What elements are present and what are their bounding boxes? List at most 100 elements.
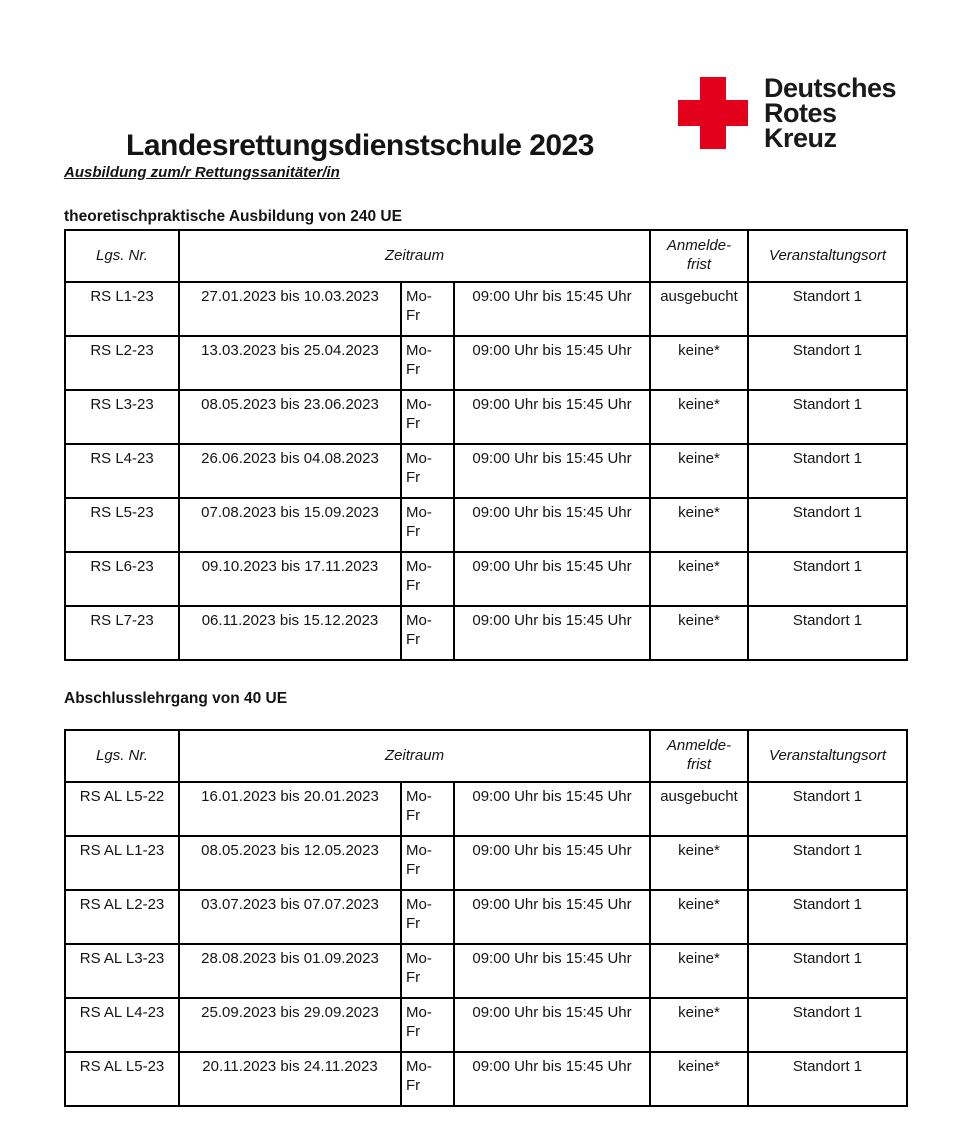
cell-zeitraum-datum: 27.01.2023 bis 10.03.2023 [178,281,402,337]
cell-uhrzeit: 09:00 Uhr bis 15:45 Uhr [452,551,652,607]
table-row: RS AL L3-23 28.08.2023 bis 01.09.2023 Mo… [64,943,909,999]
col-header-lgs-nr: Lgs. Nr. [64,729,180,783]
cell-veranstaltungsort: Standort 1 [747,281,909,337]
cell-zeitraum-datum: 26.06.2023 bis 04.08.2023 [178,443,402,499]
table-row: RS L5-23 07.08.2023 bis 15.09.2023 Mo- F… [64,497,909,553]
table-row: RS AL L4-23 25.09.2023 bis 29.09.2023 Mo… [64,997,909,1053]
cell-veranstaltungsort: Standort 1 [747,389,909,445]
cell-wochentage: Mo- Fr [400,281,455,337]
table-header-row: Lgs. Nr. Zeitraum Anmelde- frist Veranst… [64,229,909,283]
course-table-ausbildung: Lgs. Nr. Zeitraum Anmelde- frist Veranst… [64,229,909,661]
page-title: Landesrettungsdienstschule 2023 [126,129,595,162]
cell-wochentage: Mo- Fr [400,335,455,391]
table-row: RS AL L5-23 20.11.2023 bis 24.11.2023 Mo… [64,1051,909,1107]
col-header-veranstaltungsort: Veranstaltungsort [747,229,909,283]
section-heading-abschlusslehrgang: Abschlusslehrgang von 40 UE [64,690,288,707]
cell-veranstaltungsort: Standort 1 [747,551,909,607]
table-row: RS L7-23 06.11.2023 bis 15.12.2023 Mo- F… [64,605,909,661]
cell-lgs-nr: RS AL L5-23 [64,1051,180,1107]
cell-zeitraum-datum: 08.05.2023 bis 12.05.2023 [178,835,402,891]
table-row: RS AL L2-23 03.07.2023 bis 07.07.2023 Mo… [64,889,909,945]
cell-veranstaltungsort: Standort 1 [747,605,909,661]
cell-anmeldefrist: keine* [649,551,750,607]
logo-wordmark: Deutsches Rotes Kreuz [764,73,897,153]
cell-wochentage: Mo- Fr [400,605,455,661]
cell-uhrzeit: 09:00 Uhr bis 15:45 Uhr [452,997,652,1053]
cell-lgs-nr: RS L7-23 [64,605,180,661]
cell-anmeldefrist: ausgebucht [649,781,750,837]
col-header-zeitraum: Zeitraum [177,229,652,283]
table-header-row: Lgs. Nr. Zeitraum Anmelde- frist Veranst… [64,729,909,783]
col-header-anmeldefrist: Anmelde- frist [649,729,750,783]
cell-anmeldefrist: keine* [649,497,750,553]
cell-zeitraum-datum: 16.01.2023 bis 20.01.2023 [178,781,402,837]
cell-lgs-nr: RS AL L5-22 [64,781,180,837]
cell-anmeldefrist: keine* [649,605,750,661]
cell-lgs-nr: RS L5-23 [64,497,180,553]
cell-zeitraum-datum: 25.09.2023 bis 29.09.2023 [178,997,402,1053]
col-header-veranstaltungsort: Veranstaltungsort [747,729,909,783]
table-row: RS AL L1-23 08.05.2023 bis 12.05.2023 Mo… [64,835,909,891]
cell-anmeldefrist: keine* [649,943,750,999]
cell-lgs-nr: RS L2-23 [64,335,180,391]
red-cross-horizontal-bar [678,100,748,126]
cell-veranstaltungsort: Standort 1 [747,497,909,553]
cell-uhrzeit: 09:00 Uhr bis 15:45 Uhr [452,781,652,837]
cell-zeitraum-datum: 06.11.2023 bis 15.12.2023 [178,605,402,661]
cell-anmeldefrist: keine* [649,889,750,945]
cell-veranstaltungsort: Standort 1 [747,335,909,391]
section-heading-theoretischpraktische-ausbildung: theoretischpraktische Ausbildung von 240… [64,208,402,225]
cell-anmeldefrist: keine* [649,835,750,891]
logo-line-2: Rotes [764,98,837,128]
cell-zeitraum-datum: 08.05.2023 bis 23.06.2023 [178,389,402,445]
cell-veranstaltungsort: Standort 1 [747,1051,909,1107]
logo-line-1: Deutsches [764,73,897,103]
cell-zeitraum-datum: 07.08.2023 bis 15.09.2023 [178,497,402,553]
cell-wochentage: Mo- Fr [400,889,455,945]
col-header-lgs-nr: Lgs. Nr. [64,229,180,283]
cell-anmeldefrist: keine* [649,389,750,445]
cell-veranstaltungsort: Standort 1 [747,835,909,891]
red-cross-icon [678,77,748,149]
cell-uhrzeit: 09:00 Uhr bis 15:45 Uhr [452,497,652,553]
cell-lgs-nr: RS L4-23 [64,443,180,499]
table-row: RS AL L5-22 16.01.2023 bis 20.01.2023 Mo… [64,781,909,837]
cell-zeitraum-datum: 03.07.2023 bis 07.07.2023 [178,889,402,945]
cell-wochentage: Mo- Fr [400,551,455,607]
cell-uhrzeit: 09:00 Uhr bis 15:45 Uhr [452,605,652,661]
cell-veranstaltungsort: Standort 1 [747,943,909,999]
cell-wochentage: Mo- Fr [400,781,455,837]
col-header-anmeldefrist: Anmelde- frist [649,229,750,283]
cell-lgs-nr: RS AL L4-23 [64,997,180,1053]
cell-zeitraum-datum: 13.03.2023 bis 25.04.2023 [178,335,402,391]
logo-line-3: Kreuz [764,123,837,153]
cell-anmeldefrist: keine* [649,1051,750,1107]
cell-zeitraum-datum: 09.10.2023 bis 17.11.2023 [178,551,402,607]
cell-lgs-nr: RS AL L2-23 [64,889,180,945]
cell-veranstaltungsort: Standort 1 [747,443,909,499]
cell-uhrzeit: 09:00 Uhr bis 15:45 Uhr [452,943,652,999]
cell-anmeldefrist: keine* [649,443,750,499]
cell-veranstaltungsort: Standort 1 [747,889,909,945]
cell-lgs-nr: RS L1-23 [64,281,180,337]
cell-anmeldefrist: ausgebucht [649,281,750,337]
cell-wochentage: Mo- Fr [400,389,455,445]
cell-lgs-nr: RS AL L1-23 [64,835,180,891]
cell-uhrzeit: 09:00 Uhr bis 15:45 Uhr [452,889,652,945]
table-row: RS L4-23 26.06.2023 bis 04.08.2023 Mo- F… [64,443,909,499]
cell-lgs-nr: RS L6-23 [64,551,180,607]
course-table-abschlusslehrgang: Lgs. Nr. Zeitraum Anmelde- frist Veranst… [64,729,909,1107]
cell-uhrzeit: 09:00 Uhr bis 15:45 Uhr [452,389,652,445]
cell-uhrzeit: 09:00 Uhr bis 15:45 Uhr [452,443,652,499]
table-row: RS L6-23 09.10.2023 bis 17.11.2023 Mo- F… [64,551,909,607]
cell-zeitraum-datum: 28.08.2023 bis 01.09.2023 [178,943,402,999]
cell-uhrzeit: 09:00 Uhr bis 15:45 Uhr [452,281,652,337]
cell-uhrzeit: 09:00 Uhr bis 15:45 Uhr [452,835,652,891]
table-row: RS L2-23 13.03.2023 bis 25.04.2023 Mo- F… [64,335,909,391]
cell-uhrzeit: 09:00 Uhr bis 15:45 Uhr [452,335,652,391]
cell-wochentage: Mo- Fr [400,497,455,553]
cell-uhrzeit: 09:00 Uhr bis 15:45 Uhr [452,1051,652,1107]
cell-lgs-nr: RS AL L3-23 [64,943,180,999]
cell-wochentage: Mo- Fr [400,943,455,999]
cell-anmeldefrist: keine* [649,335,750,391]
